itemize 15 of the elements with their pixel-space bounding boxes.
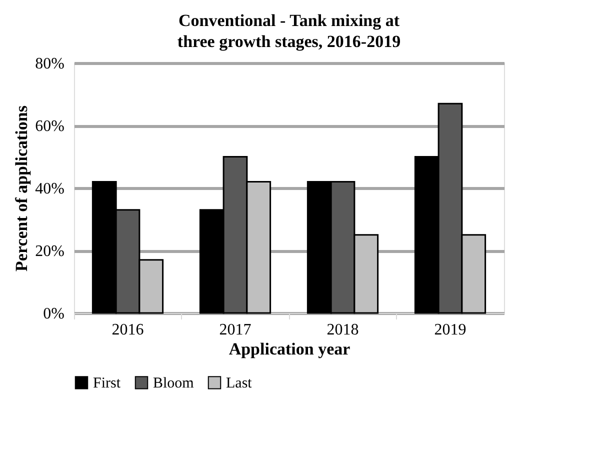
y-axis-title: Percent of applications — [12, 105, 32, 272]
x-tick-label: 2019 — [434, 322, 466, 338]
y-tick-label: 80% — [35, 56, 64, 72]
y-tick-label: 40% — [35, 180, 64, 198]
x-tick-label: 2018 — [326, 322, 359, 338]
y-tick-label: 0% — [43, 306, 64, 322]
legend-label: Bloom — [153, 376, 194, 392]
x-axis-title: Application year — [228, 340, 351, 358]
y-tick-label: 20% — [35, 243, 64, 260]
chart-title: Conventional - Tank mixing at three growth stages, 2016-2019 — [177, 11, 401, 51]
x-tick-label: 2017 — [219, 322, 252, 338]
legend-label: First — [93, 376, 122, 392]
legend-label: Last — [226, 376, 253, 392]
x-tick-label: 2016 — [112, 322, 144, 338]
y-tick-label: 60% — [35, 118, 64, 135]
